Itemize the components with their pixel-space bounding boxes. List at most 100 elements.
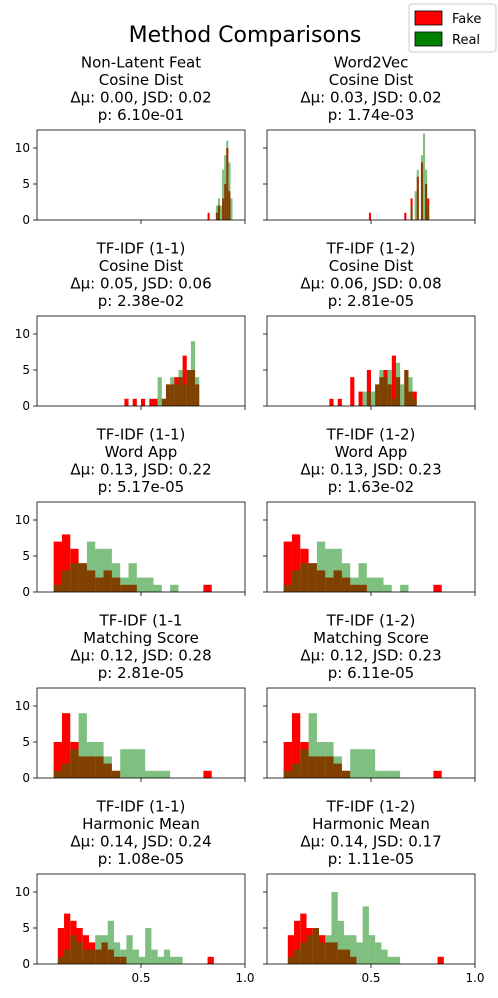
- panel-7-title-line-3: Δμ: 0.12, JSD: 0.28: [70, 647, 211, 665]
- panel-5-title-line-2: Word App: [105, 443, 178, 461]
- real-bar: [217, 198, 221, 220]
- panel-9-title-line-2: Harmonic Mean: [82, 815, 200, 833]
- legend-fake-swatch: [414, 10, 443, 26]
- real-bar: [408, 377, 413, 406]
- y-tick-label: 0: [22, 957, 30, 971]
- real-bar: [145, 770, 154, 778]
- panel-9-title-line-1: TF-IDF (1-1): [96, 798, 186, 816]
- fake-bar: [124, 398, 129, 406]
- real-bar: [126, 935, 133, 964]
- real-bar: [283, 770, 292, 778]
- panel-1-title-line-1: Non-Latent Feat: [81, 54, 201, 72]
- legend-real-swatch: [414, 31, 443, 47]
- fake-bar: [61, 713, 71, 778]
- real-bar: [412, 398, 417, 406]
- real-bar: [61, 570, 71, 592]
- fake-bar: [149, 398, 154, 406]
- panel-9-title-line-3: Δμ: 0.14, JSD: 0.24: [70, 833, 211, 851]
- real-bar: [283, 584, 292, 592]
- y-tick-label: 10: [15, 699, 30, 713]
- real-bar: [341, 770, 351, 778]
- real-bar: [161, 770, 171, 778]
- y-tick-label: 0: [22, 213, 30, 227]
- real-bar: [89, 949, 96, 964]
- y-tick-label: 10: [15, 327, 30, 341]
- panel-6-title-line-4: p: 1.63e-02: [328, 478, 414, 496]
- panel-8-title-line-1: TF-IDF (1-2): [326, 612, 416, 630]
- real-bar: [170, 377, 175, 406]
- real-bar: [319, 942, 326, 964]
- x-tick-label: 1.0: [235, 971, 254, 985]
- real-bar: [391, 398, 396, 406]
- real-bar: [420, 155, 423, 220]
- panel-10-title-line-1: TF-IDF (1-2): [326, 798, 416, 816]
- y-tick-label: 5: [22, 177, 30, 191]
- real-bar: [151, 949, 158, 964]
- real-bar: [350, 749, 359, 778]
- real-bar: [86, 742, 96, 778]
- y-tick-label: 10: [15, 141, 30, 155]
- real-bar: [111, 770, 121, 778]
- real-bar: [379, 370, 384, 406]
- fake-bar: [287, 935, 295, 964]
- real-bar: [95, 742, 104, 778]
- real-bar: [356, 942, 363, 964]
- real-bar: [136, 749, 146, 778]
- panel-8-title-line-3: Δμ: 0.12, JSD: 0.23: [300, 647, 441, 665]
- real-bar: [186, 370, 191, 406]
- real-bar: [383, 377, 388, 406]
- y-tick-label: 10: [15, 513, 30, 527]
- y-tick-label: 10: [15, 885, 30, 899]
- real-bar: [78, 563, 87, 592]
- real-bar: [391, 770, 401, 778]
- y-tick-label: 0: [22, 771, 30, 785]
- fake-bar: [294, 920, 301, 964]
- real-bar: [222, 169, 225, 220]
- figure-title: Method Comparisons: [129, 23, 362, 48]
- real-bar: [174, 384, 179, 406]
- panel-6-title-line-2: Word App: [335, 443, 408, 461]
- real-bar: [64, 949, 71, 964]
- real-bar: [220, 205, 223, 220]
- panel-8-title-line-2: Matching Score: [313, 629, 429, 647]
- panel-10-title-line-4: p: 1.11e-05: [328, 850, 414, 868]
- real-bar: [381, 949, 388, 964]
- real-bar: [366, 749, 376, 778]
- real-bar: [178, 370, 183, 406]
- real-bar: [393, 956, 401, 964]
- real-bar: [294, 949, 301, 964]
- real-bar: [128, 563, 137, 592]
- fake-bar: [64, 913, 71, 964]
- fake-bar: [283, 541, 292, 592]
- real-bar: [153, 770, 162, 778]
- real-bar: [316, 742, 326, 778]
- real-bar: [387, 956, 394, 964]
- real-bar: [375, 384, 380, 406]
- panel-10-title-line-2: Harmonic Mean: [312, 815, 430, 833]
- panel-3-title-line-4: p: 2.38e-02: [98, 292, 184, 310]
- panel-3-title-line-1: TF-IDF (1-1): [96, 240, 186, 258]
- panel-4-title-line-1: TF-IDF (1-2): [326, 240, 416, 258]
- x-tick-label: 1.0: [465, 971, 484, 985]
- real-bar: [414, 191, 417, 220]
- y-tick-label: 0: [22, 585, 30, 599]
- real-bar: [333, 756, 342, 778]
- real-bar: [82, 949, 89, 964]
- real-bar: [163, 949, 171, 964]
- fake-bar: [182, 355, 187, 406]
- panel-7-title-line-1: TF-IDF (1-1: [99, 612, 183, 630]
- real-bar: [224, 155, 227, 220]
- fake-bar: [207, 956, 214, 964]
- real-bar: [170, 956, 177, 964]
- panel-1-title-line-4: p: 6.10e-01: [98, 106, 184, 124]
- fake-bar: [283, 742, 292, 778]
- real-bar: [61, 763, 71, 778]
- real-bar: [416, 169, 419, 220]
- panel-3-title-line-2: Cosine Dist: [99, 257, 184, 275]
- real-bar: [362, 391, 367, 406]
- real-bar: [53, 770, 62, 778]
- real-bar: [366, 391, 371, 406]
